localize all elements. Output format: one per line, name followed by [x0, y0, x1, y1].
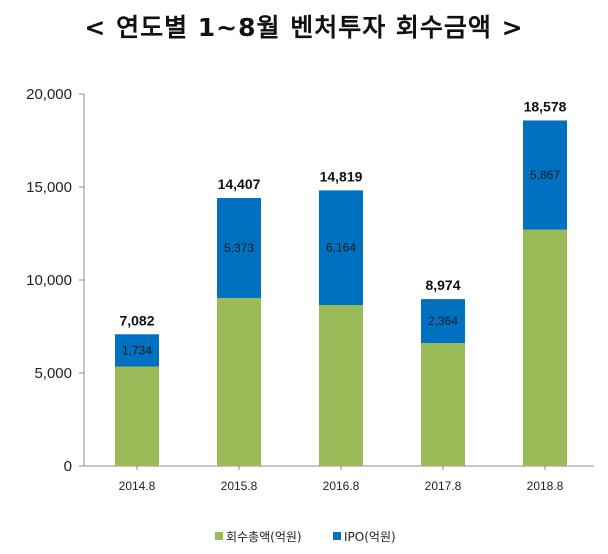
- bar-ipo: [523, 120, 567, 230]
- bar-ipo: [217, 198, 261, 298]
- bar-ipo: [319, 190, 363, 306]
- bar-ipo: [115, 334, 159, 367]
- ipo-data-label: 5,373: [224, 241, 254, 255]
- total-data-label: 18,578: [524, 98, 567, 114]
- bar-recovery-total: [217, 297, 261, 466]
- ipo-data-label: 2,364: [428, 314, 458, 328]
- bar-recovery-total: [421, 343, 465, 466]
- legend-swatch-ipo: [333, 532, 341, 540]
- chart-title: < 연도별 1~8월 벤처투자 회수금액 >: [84, 13, 524, 42]
- legend-swatch-recovery: [215, 532, 223, 540]
- x-tick-label: 2018.8: [527, 479, 564, 493]
- ipo-data-label: 1,734: [122, 343, 152, 357]
- x-tick-label: 2014.8: [119, 479, 156, 493]
- legend-label-ipo: IPO(억원): [344, 530, 396, 544]
- y-tick-label: 0: [64, 458, 72, 475]
- ipo-data-label: 5,867: [530, 168, 560, 182]
- total-data-label: 14,407: [218, 176, 261, 192]
- bar-ipo: [421, 299, 465, 344]
- bar-recovery-total: [115, 366, 159, 466]
- y-tick-label: 20,000: [26, 86, 72, 103]
- y-tick-label: 5,000: [34, 365, 72, 382]
- total-data-label: 7,082: [119, 312, 154, 328]
- x-tick-label: 2017.8: [425, 479, 462, 493]
- total-data-label: 14,819: [320, 168, 363, 184]
- x-tick-label: 2015.8: [221, 479, 258, 493]
- total-data-label: 8,974: [425, 277, 460, 293]
- y-tick-label: 15,000: [26, 179, 72, 196]
- legend-label-recovery: 회수총액(억원): [226, 530, 302, 544]
- bar-recovery-total: [523, 229, 567, 466]
- x-tick-label: 2016.8: [323, 479, 360, 493]
- y-tick-label: 10,000: [26, 272, 72, 289]
- bar-recovery-total: [319, 305, 363, 466]
- ipo-data-label: 6,164: [326, 241, 356, 255]
